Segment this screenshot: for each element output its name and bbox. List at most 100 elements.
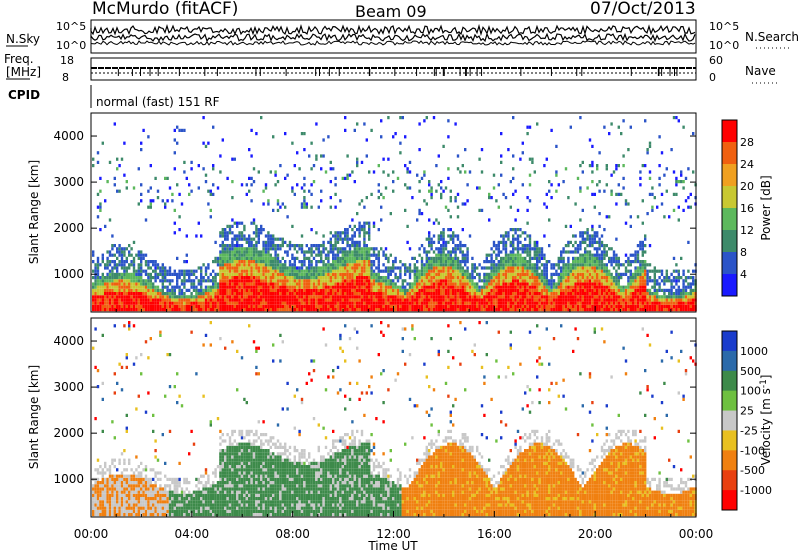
power-cell: [670, 295, 673, 299]
power-cell: [449, 272, 452, 276]
power-cell: [627, 256, 630, 260]
power-cell: [344, 250, 347, 254]
noise-search-trace: [90, 32, 696, 43]
power-cell: [471, 295, 474, 299]
power-cell: [495, 263, 498, 267]
power-cell: [183, 260, 186, 264]
power-cell: [128, 285, 131, 289]
power-cell: [461, 298, 464, 302]
power-cell: [396, 295, 400, 299]
power-cell: [615, 298, 618, 302]
power-cell: [250, 183, 253, 187]
power-cell: [516, 266, 520, 270]
power-cell: [516, 298, 520, 302]
power-cell: [154, 308, 157, 312]
power-cell: [161, 298, 164, 302]
power-cell: [130, 295, 133, 299]
power-cell: [591, 160, 594, 164]
power-cell: [478, 272, 481, 276]
power-cell: [629, 276, 632, 280]
power-cell: [250, 282, 253, 286]
power-cell: [612, 276, 616, 280]
power-cell: [562, 304, 565, 308]
power-cell: [296, 256, 299, 260]
power-cell: [536, 295, 539, 299]
power-cell: [536, 247, 539, 251]
power-cell: [183, 269, 186, 273]
power-cell: [125, 288, 128, 292]
power-cell: [442, 295, 445, 299]
power-cell: [224, 301, 227, 305]
power-cell: [116, 276, 119, 280]
power-cell: [423, 282, 426, 286]
power-cell: [526, 276, 529, 280]
power-cell: [372, 288, 376, 292]
power-cell: [113, 276, 116, 280]
power-cell: [665, 288, 668, 292]
power-cell: [356, 253, 359, 257]
power-cell: [528, 125, 532, 129]
power-cell: [502, 276, 505, 280]
power-cell: [639, 288, 642, 292]
power-cell: [536, 263, 539, 267]
power-cell: [264, 183, 268, 187]
power-cell: [344, 176, 347, 180]
power-cell: [600, 298, 604, 302]
power-cell: [238, 250, 241, 254]
power-cell: [572, 285, 575, 289]
power-cell: [183, 272, 186, 276]
power-cell: [538, 308, 541, 312]
power-cell: [116, 279, 119, 283]
power-cell: [152, 269, 155, 273]
power-cell: [255, 266, 258, 270]
power-cell: [267, 282, 270, 286]
power-cell: [216, 298, 220, 302]
power-cell: [320, 244, 323, 248]
power-cell: [240, 221, 244, 225]
power-cell: [260, 295, 263, 299]
power-cell: [665, 189, 668, 193]
power-cell: [447, 301, 450, 305]
power-cell: [591, 308, 594, 312]
power-cell: [485, 298, 488, 302]
power-cell: [257, 298, 260, 302]
power-cell: [221, 260, 224, 264]
power-cell: [377, 279, 380, 283]
power-cell: [437, 240, 440, 244]
power-cell: [310, 308, 313, 312]
power-cell: [94, 292, 97, 296]
power-cell: [228, 276, 232, 280]
power-cell: [324, 266, 328, 270]
power-cell: [524, 244, 527, 248]
power-cell: [224, 247, 227, 251]
power-cell: [99, 228, 102, 232]
power-cell: [327, 295, 330, 299]
power-cell: [610, 192, 613, 196]
power-cell: [524, 231, 527, 235]
power-cell: [605, 301, 608, 305]
power-cell: [168, 301, 172, 305]
power-cell: [524, 276, 527, 280]
power-cell: [442, 263, 445, 267]
power-cell: [178, 285, 181, 289]
power-cell: [610, 304, 613, 308]
power-cell: [135, 282, 138, 286]
power-cell: [528, 276, 532, 280]
power-cell: [380, 135, 383, 139]
power-cell: [432, 266, 436, 270]
power-cell: [341, 176, 344, 180]
power-cell: [363, 292, 366, 296]
power-cell: [113, 176, 116, 180]
power-cell: [346, 256, 349, 260]
power-cell: [572, 298, 575, 302]
power-cell: [185, 176, 188, 180]
power-cell: [113, 279, 116, 283]
power-cell: [516, 276, 520, 280]
power-cell: [312, 292, 316, 296]
power-cell: [192, 285, 196, 289]
power-cell: [197, 221, 200, 225]
power-cell: [394, 256, 397, 260]
power-cell: [452, 240, 455, 244]
power-cell: [454, 285, 457, 289]
power-cell: [552, 263, 556, 267]
